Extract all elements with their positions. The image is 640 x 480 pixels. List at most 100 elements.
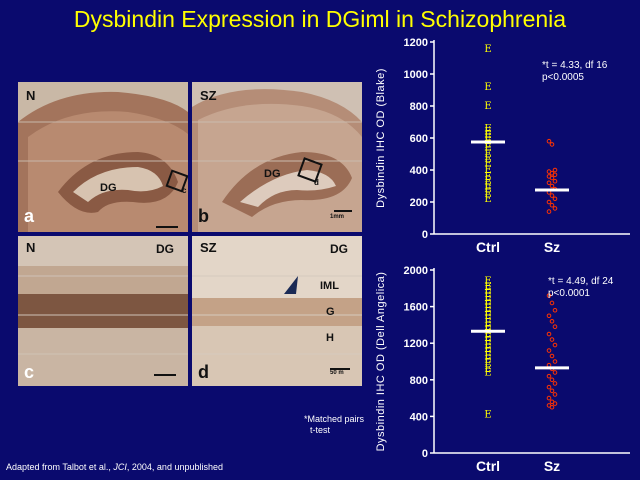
data-point: E	[484, 347, 491, 358]
data-point	[546, 384, 552, 390]
data-point: E	[484, 101, 491, 112]
data-point: E	[484, 367, 491, 378]
data-point	[546, 180, 552, 186]
data-point	[546, 395, 552, 401]
data-point: E	[484, 344, 491, 355]
y-tick-label: 400	[410, 411, 428, 423]
data-point: E	[484, 127, 491, 138]
micrograph-d-tissue	[192, 275, 362, 386]
micrograph-c: N DG c	[18, 236, 188, 386]
panel-letter-d: d	[198, 362, 209, 382]
data-point	[546, 209, 552, 214]
data-point: E	[484, 311, 491, 322]
data-point: E	[484, 281, 491, 292]
footnote-line-1: *Matched pairs	[304, 414, 365, 424]
data-point: E	[484, 340, 491, 351]
region-label: DG	[100, 182, 117, 194]
micrograph-a: N DG c a	[18, 82, 188, 232]
scatter-chart-dell-angelica: Dysbindin IHC OD (Dell Angelica) 0 400 800 1…	[375, 265, 630, 474]
data-point	[546, 293, 552, 298]
data-point	[552, 307, 558, 313]
data-point	[549, 142, 555, 147]
data-point	[546, 331, 552, 337]
x-category-label: Sz	[544, 458, 560, 474]
citation-journal: JCI	[113, 462, 127, 472]
data-point: E	[484, 149, 491, 160]
scale-bar	[154, 374, 176, 376]
micrograph-b: SZ DG d b 1mm	[192, 82, 362, 232]
data-point: E	[484, 44, 491, 55]
data-point	[552, 381, 558, 386]
y-tick-label: 200	[410, 197, 428, 209]
micrograph-b-tissue	[192, 89, 362, 232]
data-point: E	[484, 289, 491, 300]
y-tick-label: 0	[422, 229, 428, 241]
data-point	[552, 178, 558, 184]
data-point: E	[484, 336, 491, 347]
data-point: E	[484, 292, 491, 303]
citation-suffix: , 2004, and unpublished	[126, 462, 223, 472]
data-point	[546, 313, 552, 319]
data-point: E	[484, 329, 491, 340]
data-point: E	[484, 176, 491, 187]
region-label: DG	[156, 242, 174, 256]
data-point: E	[484, 139, 491, 150]
y-tick-label: 1200	[404, 37, 428, 49]
data-point: E	[484, 296, 491, 307]
corner-label: SZ	[200, 88, 217, 103]
data-point: E	[484, 307, 491, 318]
y-tick-label: 800	[410, 375, 428, 387]
data-point	[552, 342, 558, 348]
stats-annotation: p<0.0001	[548, 288, 590, 299]
stats-annotation: p<0.0005	[542, 72, 584, 83]
data-point	[549, 175, 555, 181]
layer-label-h: H	[326, 332, 334, 344]
corner-label: N	[26, 88, 36, 103]
data-point: E	[484, 123, 491, 134]
data-point	[549, 337, 555, 342]
y-tick-label: 600	[410, 133, 428, 145]
data-point: E	[484, 314, 491, 325]
footnote-line-2: t-test	[310, 425, 331, 435]
data-point: E	[484, 300, 491, 311]
data-point	[546, 199, 552, 205]
data-point	[552, 370, 558, 375]
scale-label: 50 m	[330, 370, 344, 376]
scale-label: 1mm	[330, 214, 345, 220]
scale-bar	[334, 210, 352, 212]
data-point	[549, 300, 555, 306]
y-tick-label: 1200	[404, 338, 428, 350]
data-point: E	[484, 165, 491, 176]
data-point: E	[484, 351, 491, 362]
y-tick-label: 0	[422, 448, 428, 460]
x-category-label: Sz	[544, 239, 560, 255]
data-point	[549, 388, 555, 394]
corner-label: SZ	[200, 240, 217, 255]
data-point	[549, 193, 555, 198]
region-label: DG	[264, 168, 281, 180]
micrograph-d: SZ DG IML G H d 50 m	[192, 236, 362, 386]
y-tick-label: 800	[410, 101, 428, 113]
data-point: E	[484, 318, 491, 329]
micrograph-c-tissue	[18, 266, 188, 386]
data-point: E	[484, 189, 491, 200]
x-category-label: Ctrl	[476, 239, 500, 255]
scatter-chart-blake: Dysbindin IHC OD (Blake) 0 200 400 600 800 100…	[375, 37, 630, 255]
data-point	[552, 206, 558, 211]
panel-letter-c: c	[24, 362, 35, 382]
data-point	[546, 373, 552, 379]
panel-letter-b: b	[198, 206, 209, 226]
data-point: E	[484, 322, 491, 333]
data-point	[552, 401, 558, 406]
data-point	[552, 324, 558, 330]
corner-label: N	[26, 240, 36, 255]
data-point: E	[484, 194, 491, 205]
data-point: E	[484, 82, 491, 93]
inset-box-label: c	[182, 186, 187, 195]
citation-prefix: Adapted from Talbot et al.,	[6, 462, 114, 472]
data-point: E	[484, 355, 491, 366]
data-point: E	[484, 130, 491, 141]
y-axis-label: Dysbindin IHC OD (Blake)	[375, 68, 387, 208]
stats-annotation: *t = 4.33, df 16	[542, 60, 608, 71]
y-axis-label: Dysbindin IHC OD (Dell Angelica)	[375, 272, 387, 452]
